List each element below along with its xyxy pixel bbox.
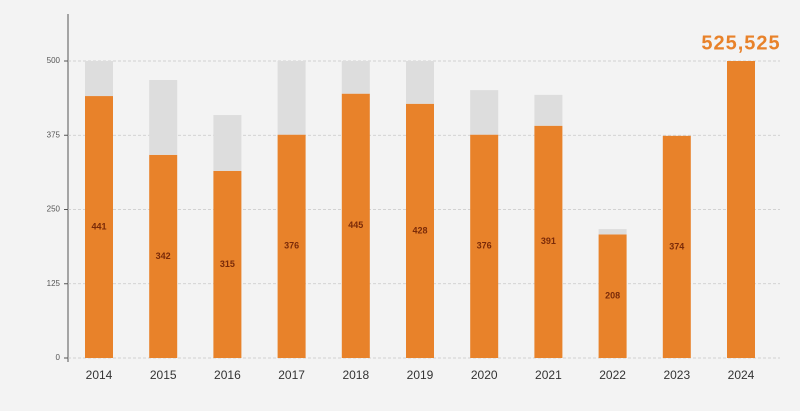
bar-segment <box>85 61 113 97</box>
y-tick-label: 250 <box>47 205 61 214</box>
bar-segment <box>406 61 434 104</box>
data-label: 208 <box>605 291 620 301</box>
bar-segment <box>149 154 178 358</box>
x-tick-label: 2022 <box>599 368 626 382</box>
y-tick-label: 375 <box>47 130 61 139</box>
data-label: 342 <box>156 251 171 261</box>
x-tick-label: 2017 <box>278 368 305 382</box>
bar-segment <box>534 125 563 358</box>
bar-segment <box>406 103 434 358</box>
bar-segment <box>85 96 113 359</box>
x-tick-label: 2015 <box>150 368 177 382</box>
data-label: 315 <box>220 259 235 269</box>
data-label: 391 <box>541 236 556 246</box>
x-tick-label: 2014 <box>86 368 113 382</box>
bar-segment <box>598 229 627 235</box>
bar-segment <box>598 234 627 358</box>
bars <box>85 61 755 359</box>
data-label: 376 <box>284 241 299 251</box>
bar-segment <box>341 61 370 94</box>
data-label: 441 <box>91 221 106 231</box>
bar-segment <box>277 61 306 135</box>
data-label: 428 <box>412 225 427 235</box>
bar-segment <box>213 170 242 358</box>
annotation: 525,525 <box>701 32 780 54</box>
bar-segment <box>277 134 306 358</box>
x-tick-label: 2018 <box>342 368 369 382</box>
labels: 0 125 250 375 500 2014 441 2015 342 2016 315 2017 37… <box>47 32 780 382</box>
bar-segment <box>470 134 499 358</box>
x-tick-label: 2016 <box>214 368 241 382</box>
y-tick-label: 0 <box>56 353 61 362</box>
y-tick-label: 125 <box>47 279 61 288</box>
data-label: 445 <box>348 220 363 230</box>
bar-segment <box>534 94 563 126</box>
bar-segment <box>470 90 499 135</box>
data-label: 374 <box>669 241 684 251</box>
bar-segment <box>662 135 691 358</box>
data-label: 376 <box>477 241 492 251</box>
bar-segment <box>149 80 178 155</box>
bar-segment <box>341 93 370 359</box>
bar-segment <box>727 61 755 358</box>
y-tick-label: 500 <box>47 56 61 65</box>
x-tick-label: 2024 <box>728 368 755 382</box>
x-tick-label: 2019 <box>407 368 434 382</box>
bar-segment <box>213 115 242 171</box>
x-tick-label: 2023 <box>663 368 690 382</box>
x-tick-label: 2020 <box>471 368 498 382</box>
x-tick-label: 2021 <box>535 368 562 382</box>
